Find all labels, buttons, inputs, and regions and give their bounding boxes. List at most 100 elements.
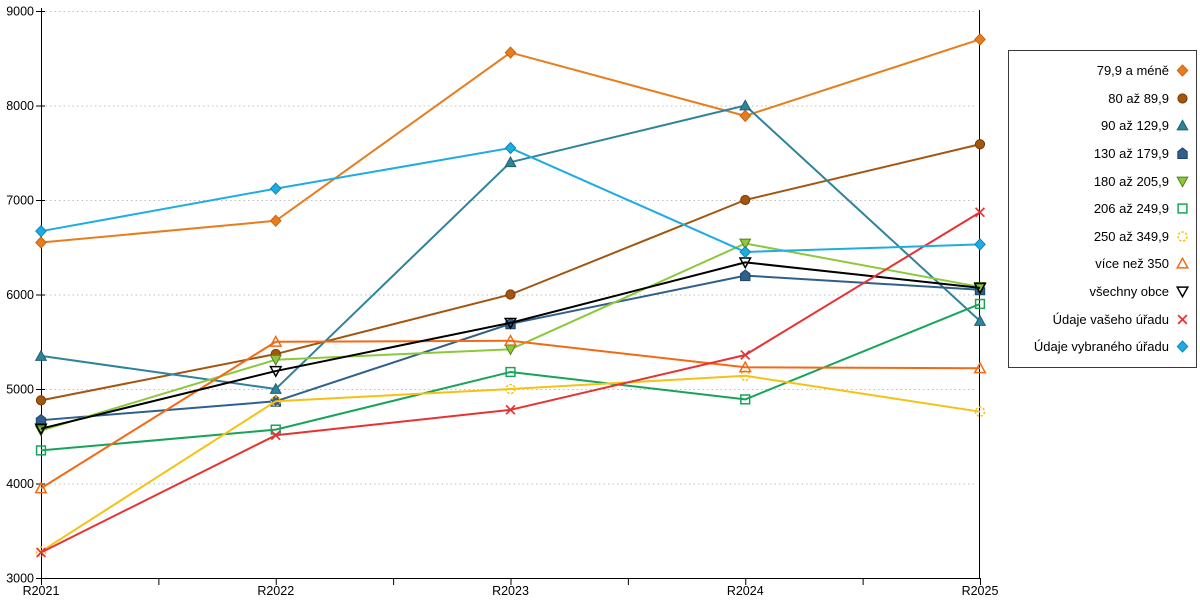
- data-point: [739, 238, 752, 250]
- legend-label: všechny obce: [1089, 284, 1170, 300]
- data-point: [269, 382, 282, 394]
- diamond-icon: [739, 109, 752, 123]
- legend-item-4: 180 až 205,9: [1009, 167, 1196, 195]
- y-axis-tick-label: 6000: [6, 288, 34, 302]
- pentagon-icon: [1177, 147, 1188, 160]
- triangle-up-open-icon: [738, 360, 752, 373]
- square-open-icon: [505, 366, 516, 378]
- data-point: [974, 139, 986, 150]
- diamond-icon: [504, 141, 517, 155]
- triangle-down-open-icon: [503, 317, 518, 330]
- circle-open-icon: [35, 546, 47, 557]
- square-open-icon: [270, 424, 281, 435]
- circle-open-icon: [974, 406, 986, 417]
- y-axis-tick-label: 3000: [6, 572, 34, 586]
- triangle-up-icon: [1176, 119, 1189, 131]
- triangle-up-open-icon: [34, 481, 48, 494]
- legend-item-0: 79,9 a méně: [1009, 57, 1196, 85]
- data-point: [740, 349, 751, 360]
- circle-icon: [35, 395, 47, 406]
- legend-marker: [1177, 147, 1188, 160]
- triangle-down-open-icon: [973, 282, 987, 295]
- data-point: [269, 182, 282, 195]
- data-point: [504, 141, 517, 155]
- legend-label: 180 až 205,9: [1093, 173, 1169, 189]
- legend-item-9: Údaje vašeho úřadu: [1009, 305, 1196, 333]
- data-point: [503, 317, 518, 330]
- triangle-up-icon: [504, 155, 517, 168]
- data-point: [34, 423, 48, 436]
- legend-item-6: 250 až 349,9: [1009, 223, 1196, 251]
- data-point: [269, 334, 283, 347]
- legend-item-10: Údaje vybraného úřadu: [1009, 333, 1196, 361]
- data-point: [739, 99, 752, 111]
- triangle-up-icon: [34, 349, 48, 361]
- data-point: [35, 395, 47, 406]
- data-point: [34, 481, 48, 494]
- triangle-up-icon: [973, 314, 987, 326]
- data-point: [505, 404, 516, 415]
- data-point: [974, 207, 986, 218]
- legend-marker: [1176, 64, 1189, 78]
- legend-label: 130 až 179,9: [1093, 146, 1169, 162]
- diamond-icon: [739, 245, 752, 259]
- data-point: [269, 365, 283, 378]
- triangle-up-open-icon: [503, 334, 518, 346]
- data-point: [505, 366, 516, 378]
- data-point: [35, 547, 47, 558]
- y-axis-tick-label: 9000: [6, 5, 34, 19]
- data-point: [973, 314, 987, 326]
- diamond-icon: [269, 214, 282, 228]
- diamond-icon: [35, 224, 47, 238]
- x-icon: [270, 430, 281, 441]
- x-icon: [505, 404, 516, 415]
- pentagon-icon: [35, 413, 47, 426]
- legend-item-7: více než 350: [1009, 250, 1196, 278]
- legend-label: 79,9 a méně: [1096, 63, 1169, 79]
- triangle-down-icon: [739, 238, 752, 250]
- legend-marker: [1177, 231, 1188, 242]
- data-point: [739, 245, 752, 259]
- legend-marker: [1176, 176, 1189, 188]
- legend-marker: [1175, 286, 1190, 299]
- legend-label: 206 až 249,9: [1093, 201, 1169, 217]
- series-6: [35, 370, 986, 557]
- series-2: [34, 99, 987, 394]
- data-point: [35, 546, 47, 557]
- triangle-up-icon: [739, 99, 752, 111]
- y-axis-tick-label: 7000: [6, 194, 34, 208]
- triangle-down-open-icon: [1175, 286, 1190, 299]
- data-point: [504, 155, 517, 168]
- square-open-icon: [740, 394, 751, 405]
- x-icon: [35, 547, 47, 558]
- data-point: [35, 224, 47, 238]
- circle-icon: [974, 139, 986, 150]
- axes: 3000 4000 5000 6000 7000 8000 9000 R2021 R2022 R2…: [6, 5, 998, 599]
- circle-icon: [505, 289, 516, 300]
- circle-icon: [1177, 93, 1188, 104]
- data-point: [974, 406, 986, 417]
- y-axis-tick-label: 5000: [6, 383, 34, 397]
- data-point: [34, 349, 48, 361]
- data-point: [270, 424, 281, 435]
- series-line: [40, 339, 981, 490]
- legend-marker: [1176, 119, 1189, 131]
- x-icon: [740, 349, 751, 360]
- data-point: [504, 46, 517, 59]
- legend-item-3: 130 až 179,9: [1009, 140, 1196, 168]
- circle-icon: [740, 194, 751, 206]
- x-axis-tick-label: R2022: [257, 584, 294, 598]
- legend-marker: [1177, 93, 1188, 104]
- square-open-icon: [1177, 203, 1188, 214]
- gridlines: [41, 11, 976, 485]
- circle-open-icon: [270, 396, 281, 407]
- y-axis-tick-label: 4000: [6, 477, 34, 491]
- legend-marker: [1177, 314, 1188, 325]
- legend-label: 90 až 129,9: [1101, 118, 1169, 134]
- series-9: [35, 207, 986, 558]
- legend-label: 250 až 349,9: [1093, 228, 1169, 244]
- triangle-up-open-icon: [973, 361, 987, 374]
- data-point: [503, 334, 518, 346]
- y-axis-tick-label: 8000: [6, 99, 34, 113]
